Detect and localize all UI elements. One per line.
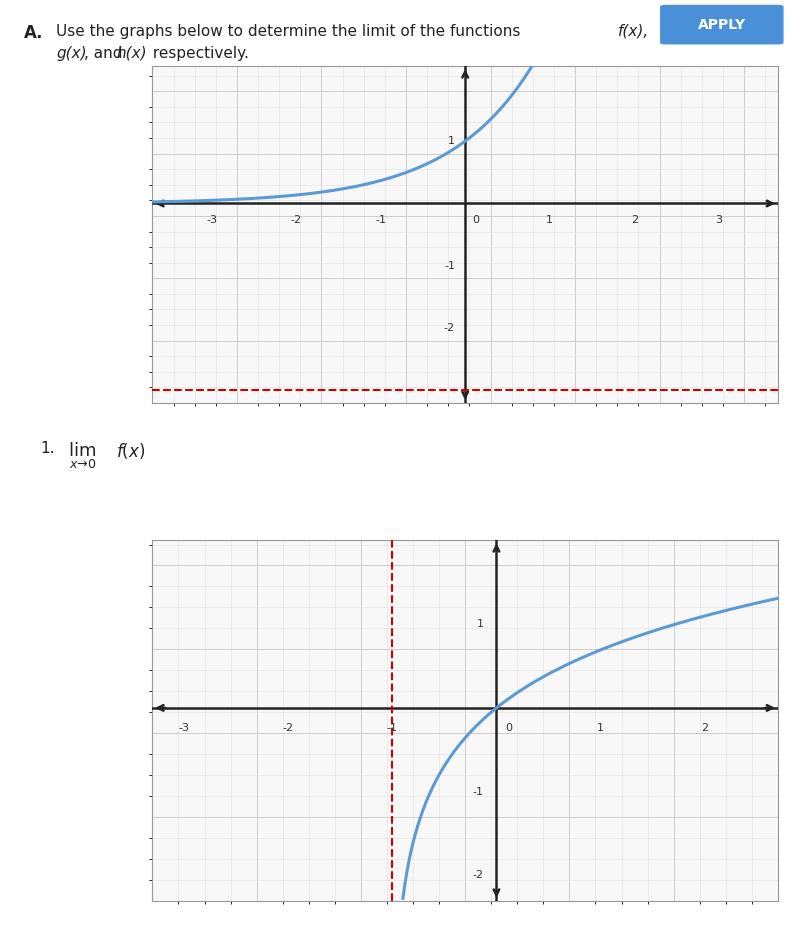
Text: 1: 1	[546, 214, 553, 225]
Text: $f(x)$: $f(x)$	[116, 441, 145, 461]
Text: $\lim_{x \to 0}$: $\lim_{x \to 0}$	[68, 441, 96, 471]
Text: A.: A.	[24, 24, 43, 42]
Text: -2: -2	[282, 723, 294, 733]
Text: APPLY: APPLY	[698, 18, 746, 31]
Text: f(x),: f(x),	[618, 24, 649, 39]
Text: h(x): h(x)	[116, 46, 147, 61]
Text: 2: 2	[702, 723, 708, 733]
Text: -1: -1	[473, 787, 484, 796]
FancyBboxPatch shape	[660, 5, 784, 45]
Text: -2: -2	[444, 323, 455, 333]
Text: -1: -1	[375, 214, 386, 225]
Text: 1.: 1.	[40, 441, 55, 456]
Text: -1: -1	[444, 261, 455, 271]
Text: g(x): g(x)	[56, 46, 87, 61]
Text: -3: -3	[206, 214, 217, 225]
Text: 1: 1	[477, 619, 484, 629]
Text: 0: 0	[472, 214, 479, 225]
Text: 1: 1	[597, 723, 604, 733]
Text: , and: , and	[84, 46, 128, 61]
Text: 3: 3	[715, 214, 723, 225]
Text: Use the graphs below to determine the limit of the functions: Use the graphs below to determine the li…	[56, 24, 525, 39]
Text: 1: 1	[448, 137, 455, 146]
Text: 0: 0	[504, 723, 512, 733]
Text: -2: -2	[290, 214, 302, 225]
Text: -1: -1	[387, 723, 398, 733]
Text: -2: -2	[473, 870, 484, 881]
Text: 2: 2	[630, 214, 638, 225]
Text: -3: -3	[178, 723, 189, 733]
Text: respectively.: respectively.	[148, 46, 249, 61]
